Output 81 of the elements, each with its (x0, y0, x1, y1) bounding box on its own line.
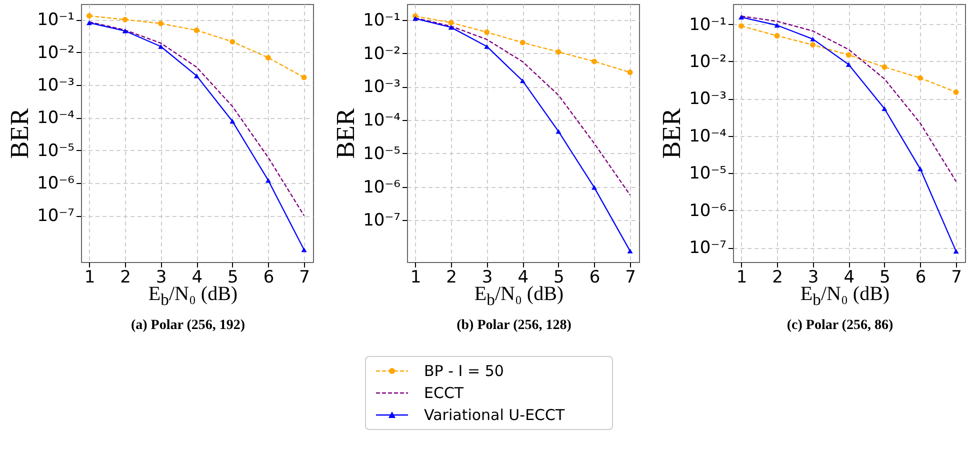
y-tick-label: 10⁻² (37, 42, 74, 63)
legend-label: Variational U-ECCT (424, 406, 565, 424)
point (412, 16, 418, 21)
legend-label: ECCT (424, 384, 464, 402)
point (810, 42, 816, 48)
point (846, 62, 852, 67)
point (122, 16, 128, 22)
point (953, 248, 959, 254)
point (556, 128, 562, 134)
point (86, 20, 92, 26)
x-tick-label: 7 (299, 268, 310, 288)
y-tick-label: 10⁻³ (363, 77, 400, 98)
x-tick-label: 2 (772, 268, 783, 288)
y-tick-label: 10⁻⁵ (37, 140, 74, 161)
point (448, 20, 454, 26)
x-tick-label: 7 (625, 268, 636, 288)
legend-label: BP - I = 50 (424, 362, 504, 380)
point (158, 20, 164, 26)
y-tick-label: 10⁻⁷ (689, 238, 727, 258)
x-tick-label: 1 (84, 268, 96, 288)
y-tick-label: 10⁻³ (37, 75, 74, 96)
y-tick-label: 10⁻⁴ (363, 110, 401, 131)
text: (c) Polar (256, 86) (786, 318, 894, 334)
y-tick-label: 10⁻⁴ (37, 108, 75, 128)
point (882, 106, 888, 112)
point (918, 166, 923, 172)
point (627, 248, 633, 254)
y-tick-label: 10⁻⁵ (689, 164, 726, 184)
x-tick-label: 6 (915, 268, 926, 288)
y-tick-label: 10⁻⁷ (363, 210, 401, 231)
y-tick-label: 10⁻⁶ (689, 200, 727, 221)
y-axis-title: BER (331, 108, 360, 159)
point (918, 75, 923, 81)
text: (b) Polar (256, 128) (456, 318, 572, 334)
point (774, 33, 780, 39)
x-tick-label: 2 (446, 268, 457, 288)
point (266, 54, 271, 60)
point (846, 52, 852, 58)
point (194, 73, 200, 78)
y-tick-label: 10⁻¹ (363, 10, 400, 30)
point (592, 185, 597, 190)
x-tick-label: 2 (120, 268, 131, 288)
point (592, 58, 597, 64)
text: (a) Polar (256, 192) (130, 318, 246, 334)
point (301, 247, 307, 252)
x-tick-label: 6 (263, 268, 274, 288)
y-tick-label: 10⁻¹ (689, 14, 726, 35)
point (484, 29, 490, 35)
x-tick-label: 6 (589, 268, 600, 288)
point (448, 24, 454, 30)
y-axis-title: BER (5, 108, 34, 159)
point (738, 14, 744, 20)
y-axis-title: BER (657, 108, 686, 159)
x-tick-label: 7 (951, 268, 962, 288)
point (194, 28, 200, 34)
point (86, 13, 92, 19)
point (810, 36, 816, 42)
point (520, 40, 526, 46)
y-tick-label: 10⁻⁶ (37, 173, 75, 194)
point (774, 22, 780, 28)
y-tick-label: 10⁻⁶ (363, 177, 401, 198)
point (556, 49, 562, 55)
point (230, 38, 236, 44)
point (738, 23, 744, 29)
y-tick-label: 10⁻³ (689, 89, 726, 110)
y-tick-label: 10⁻² (363, 44, 400, 64)
point (266, 178, 271, 183)
y-tick-label: 10⁻⁴ (689, 126, 727, 146)
point (953, 89, 959, 95)
point (230, 118, 236, 124)
y-tick-label: 10⁻¹ (37, 10, 74, 30)
point (520, 78, 526, 84)
point (882, 64, 888, 70)
y-tick-label: 10⁻⁵ (363, 144, 400, 164)
y-tick-label: 10⁻⁷ (37, 206, 75, 226)
point (627, 70, 633, 76)
point (122, 28, 128, 34)
point (301, 74, 307, 80)
x-tick-label: 1 (736, 268, 748, 288)
x-tick-label: 1 (410, 268, 422, 288)
y-tick-label: 10⁻² (689, 52, 726, 72)
